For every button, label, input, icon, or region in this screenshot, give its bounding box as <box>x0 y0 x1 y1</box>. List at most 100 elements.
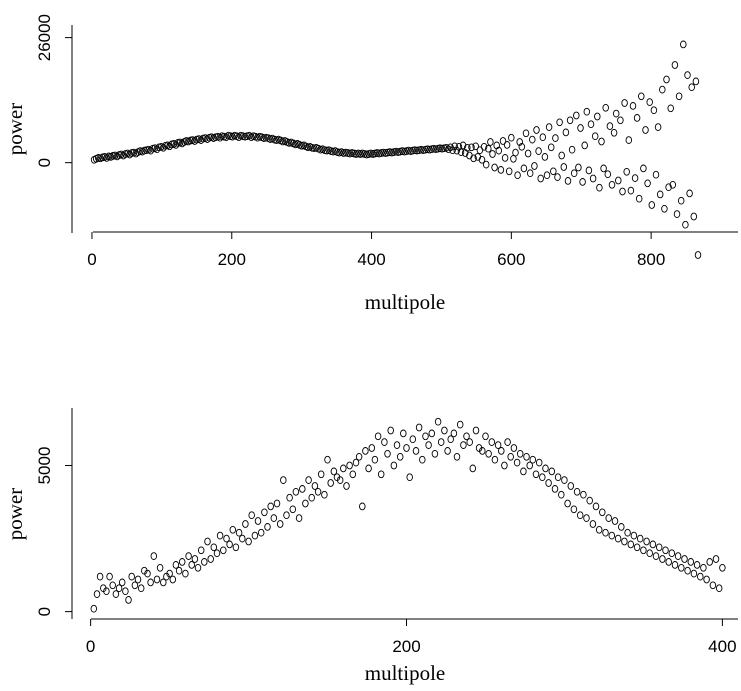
top-y-tick-label: 26000 <box>35 14 54 61</box>
top-data-point <box>682 220 689 229</box>
top-x-axis-title: multipole <box>365 290 446 314</box>
top-data-point <box>495 146 503 155</box>
top-data-point <box>535 147 542 155</box>
bottom-data-point <box>381 438 388 446</box>
bottom-data-point <box>368 444 376 452</box>
top-y-axis-title: power <box>3 103 27 155</box>
bottom-data-point <box>636 534 644 543</box>
bottom-data-point <box>564 499 571 508</box>
bottom-data-point <box>655 543 663 552</box>
bottom-data-point <box>308 493 315 502</box>
top-data-point <box>508 133 515 142</box>
bottom-data-point <box>513 458 521 467</box>
bottom-data-point <box>428 429 436 438</box>
bottom-data-point <box>393 441 401 449</box>
bottom-data-point <box>289 505 297 514</box>
top-data-point <box>648 201 656 209</box>
bottom-data-point <box>248 511 255 520</box>
top-data-point <box>644 179 651 188</box>
bottom-data-point <box>659 555 666 563</box>
bottom-data-point <box>220 546 227 555</box>
bottom-data-point <box>466 438 473 446</box>
top-data-point <box>619 187 626 196</box>
bottom-data-point <box>273 499 281 508</box>
bottom-data-point <box>229 525 237 534</box>
bottom-data-point <box>573 487 581 496</box>
bottom-data-point <box>134 575 142 584</box>
bottom-y-ticks: 0 5000 <box>35 447 72 616</box>
bottom-data-point <box>314 487 322 496</box>
bottom-data-point <box>242 520 249 528</box>
bottom-data-point <box>128 572 135 581</box>
bottom-data-point <box>542 464 549 473</box>
bottom-data-point <box>182 569 189 578</box>
bottom-data-point <box>213 549 221 558</box>
bottom-data-point <box>169 575 177 584</box>
bottom-data-point <box>137 584 145 593</box>
top-data-point <box>449 146 456 155</box>
top-data-point <box>543 171 551 180</box>
top-data-point <box>568 145 576 154</box>
top-data-point <box>631 174 639 182</box>
bottom-data-point <box>226 540 233 549</box>
bottom-data-point <box>330 467 338 476</box>
top-data-point <box>556 118 563 127</box>
top-data-point <box>675 92 683 101</box>
bottom-data-point <box>387 426 394 435</box>
bottom-data-point <box>302 499 309 508</box>
bottom-data-point <box>251 531 259 540</box>
top-data-point <box>635 194 643 203</box>
bottom-data-point <box>700 563 707 572</box>
bottom-data-point <box>122 587 129 596</box>
top-data-point <box>514 171 521 180</box>
bottom-data-point <box>599 508 606 517</box>
top-data-point <box>491 163 498 172</box>
bottom-data-point <box>491 455 499 464</box>
top-data-point <box>684 71 691 79</box>
bottom-data-point <box>415 423 423 432</box>
bottom-data-point <box>191 555 199 563</box>
top-data-point <box>633 114 641 122</box>
bottom-data-point <box>561 476 568 484</box>
bottom-data-point <box>678 563 685 572</box>
top-data-point <box>537 174 544 183</box>
bottom-data-point <box>257 528 265 537</box>
bottom-data-point <box>210 543 218 552</box>
bottom-data-point <box>264 523 271 531</box>
top-data-point <box>573 111 580 120</box>
top-data-point <box>501 154 509 162</box>
bottom-data-point <box>327 479 334 487</box>
bottom-data-point <box>185 552 192 560</box>
top-x-tick-label: 400 <box>357 250 385 269</box>
top-data-point <box>529 135 536 144</box>
bottom-data-point <box>207 555 214 563</box>
top-data-point <box>587 120 595 129</box>
top-data-point <box>554 173 561 181</box>
bottom-data-point <box>261 508 268 517</box>
bottom-data-point <box>681 555 688 563</box>
bottom-data-point <box>194 563 202 572</box>
bottom-data-point <box>425 441 432 449</box>
bottom-data-point <box>431 449 439 458</box>
bottom-data-point <box>611 517 619 525</box>
bottom-data-point <box>602 528 609 537</box>
bottom-data-point <box>403 444 410 452</box>
top-data-point <box>692 77 700 86</box>
top-data-point <box>638 92 645 101</box>
top-data-point <box>585 166 593 175</box>
top-x-tick-label: 0 <box>87 250 96 269</box>
bottom-data-point <box>627 540 635 549</box>
bottom-data-point <box>239 534 246 543</box>
top-x-tick-label: 200 <box>218 250 246 269</box>
bottom-data-point <box>558 490 565 499</box>
top-data-point <box>453 146 461 155</box>
top-y-tick-label: 0 <box>35 158 54 167</box>
top-data-point <box>503 141 511 149</box>
top-data-point <box>526 169 534 178</box>
bottom-data-point <box>292 487 300 496</box>
bottom-data-point <box>223 534 230 543</box>
top-data-point <box>459 141 467 150</box>
bottom-data-point <box>96 572 104 581</box>
top-data-point <box>531 162 538 170</box>
